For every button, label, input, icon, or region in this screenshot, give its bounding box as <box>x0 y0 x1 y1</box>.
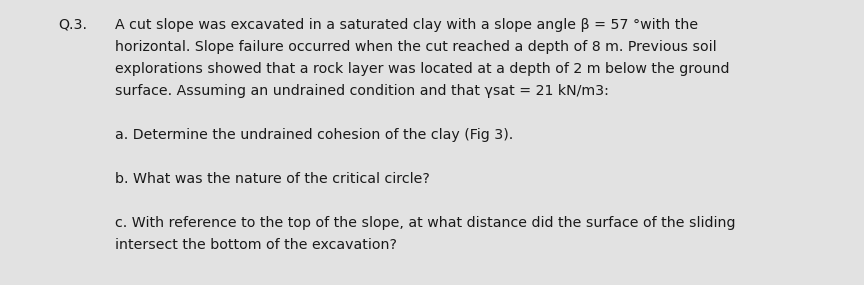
Text: horizontal. Slope failure occurred when the cut reached a depth of 8 m. Previous: horizontal. Slope failure occurred when … <box>115 40 716 54</box>
Text: a. Determine the undrained cohesion of the clay (Fig 3).: a. Determine the undrained cohesion of t… <box>115 128 513 142</box>
Text: intersect the bottom of the excavation?: intersect the bottom of the excavation? <box>115 238 397 252</box>
Text: c. With reference to the top of the slope, at what distance did the surface of t: c. With reference to the top of the slop… <box>115 216 735 230</box>
Text: explorations showed that a rock layer was located at a depth of 2 m below the gr: explorations showed that a rock layer wa… <box>115 62 729 76</box>
Text: surface. Assuming an undrained condition and that γsat = 21 kN/m3:: surface. Assuming an undrained condition… <box>115 84 609 98</box>
Text: b. What was the nature of the critical circle?: b. What was the nature of the critical c… <box>115 172 429 186</box>
Text: A cut slope was excavated in a saturated clay with a slope angle β = 57 °with th: A cut slope was excavated in a saturated… <box>115 18 698 32</box>
Text: Q.3.: Q.3. <box>58 18 87 32</box>
